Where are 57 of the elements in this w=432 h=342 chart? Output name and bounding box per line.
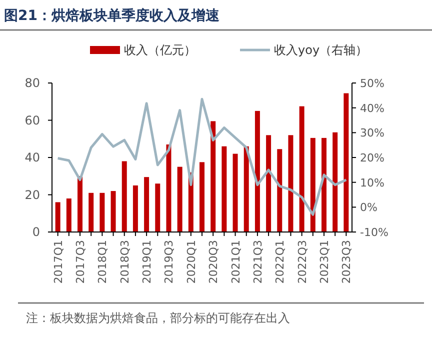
x-tick-label: 2018Q3 — [118, 240, 132, 284]
x-tick-label: 2022Q1 — [274, 240, 287, 284]
bar — [78, 176, 82, 232]
bar — [266, 135, 272, 232]
y2-tick-label: 10% — [360, 176, 384, 190]
bar — [132, 185, 138, 232]
bar — [55, 202, 60, 232]
bar — [122, 161, 127, 232]
bar — [232, 154, 238, 232]
y2-tick-label: 0% — [360, 201, 378, 214]
bar — [288, 135, 294, 232]
y2-tick-label: 30% — [360, 126, 384, 140]
y2-tick-label: -10% — [360, 226, 388, 239]
bar — [88, 192, 94, 232]
bar — [310, 138, 316, 232]
bar — [166, 144, 172, 232]
y2-tick-label: 40% — [360, 102, 384, 115]
bar — [244, 146, 249, 232]
text: 注：板块数据为烘焙食品，部分标的可能存在出入 — [26, 311, 290, 325]
x-tick-label: 2020Q1 — [184, 240, 198, 284]
x-tick-label: 2019Q3 — [162, 240, 176, 284]
bar — [322, 138, 326, 232]
bar — [144, 177, 150, 232]
y-tick-label: 60 — [24, 113, 40, 128]
bar — [222, 146, 227, 232]
x-tick-label: 2021Q1 — [229, 240, 242, 284]
line-series — [56, 98, 348, 216]
x-tick-label: 2020Q3 — [207, 240, 220, 284]
bar — [66, 198, 72, 232]
x-tick-label: 2022Q3 — [296, 240, 309, 284]
bar — [210, 121, 216, 232]
bar — [155, 184, 160, 232]
bar — [277, 149, 282, 232]
x-tick-label: 2017Q1 — [52, 240, 65, 284]
bar — [254, 110, 260, 232]
legend-label: 收入（亿元） — [124, 43, 196, 57]
y-tick-label: 0 — [32, 225, 40, 239]
bar — [344, 93, 349, 232]
y-tick-label: 20 — [24, 188, 40, 202]
chart-title: 图21：烘焙板块单季度收入及增速 — [4, 7, 220, 24]
legend-label: 收入yoy（右轴） — [274, 43, 368, 57]
y2-tick-label: 20% — [360, 152, 384, 164]
x-tick-label: 2023Q3 — [340, 240, 354, 284]
y-tick-label: 40 — [24, 150, 40, 164]
bar — [200, 162, 204, 232]
x-tick-label: 2017Q3 — [74, 240, 88, 284]
x-tick-label: 2019Q1 — [140, 240, 154, 284]
x-tick-label: 2018Q1 — [96, 240, 110, 284]
bar — [332, 132, 338, 232]
bar — [100, 192, 105, 232]
x-tick-label: 2021Q3 — [251, 240, 264, 284]
bar — [299, 106, 304, 232]
y2-tick-label: 50% — [360, 77, 384, 90]
x-tick-label: 2023Q1 — [318, 240, 331, 284]
bar — [177, 166, 182, 232]
bar — [110, 191, 116, 232]
y-tick-label: 80 — [24, 76, 40, 90]
